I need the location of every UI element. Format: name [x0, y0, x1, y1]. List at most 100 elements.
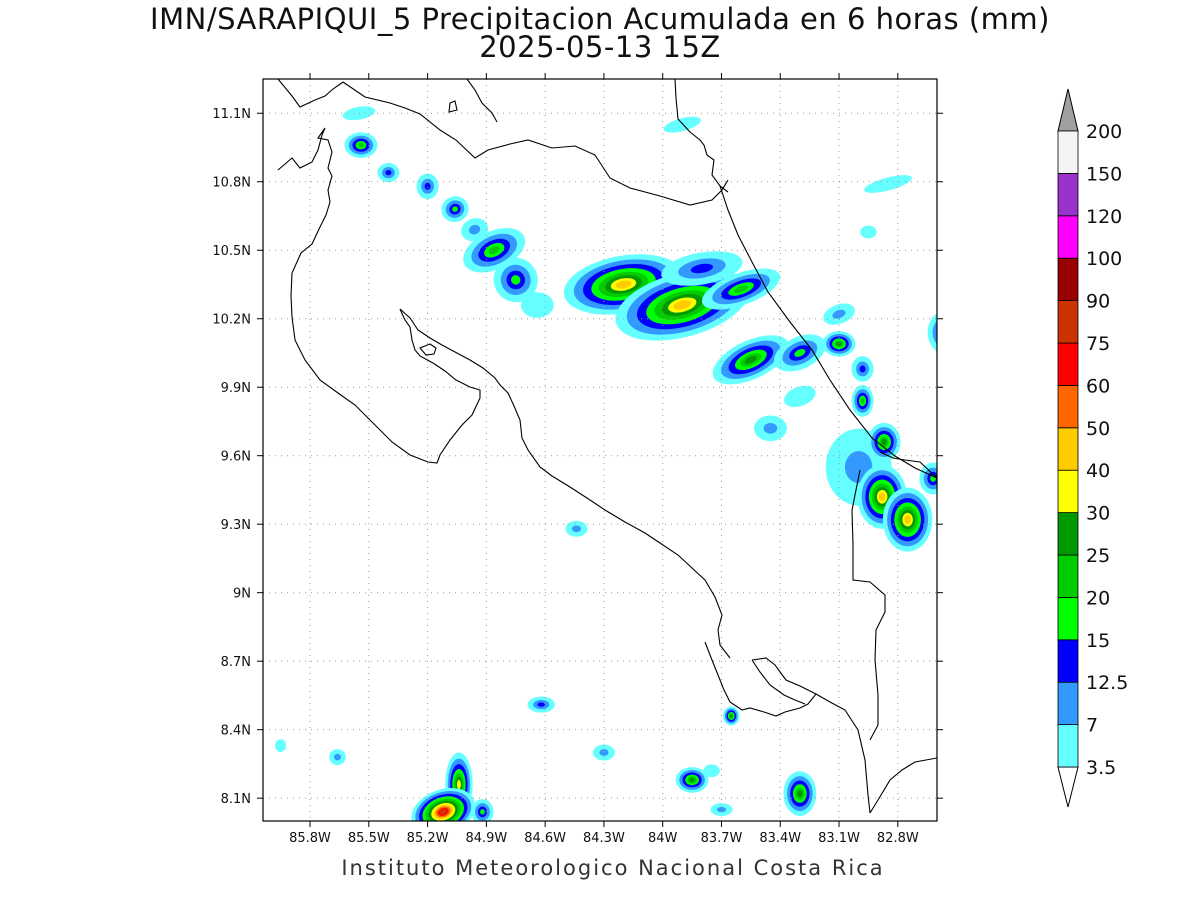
- rain-contour: [673, 300, 692, 310]
- rain-cell: [471, 799, 494, 821]
- axis-ticks: 85.8W 85.5W 85.2W 84.9W 84.6W 84.3W 84W 83.7W 83…: [212, 73, 943, 846]
- rain-cell: [774, 334, 826, 372]
- colorbar-label: 12.5: [1086, 672, 1128, 694]
- rain-contour: [794, 349, 806, 357]
- rain-cell: [565, 520, 588, 537]
- rain-cell: [860, 225, 877, 239]
- lon-tick-label: 85.5W: [348, 831, 390, 846]
- rain-cell: [864, 175, 912, 193]
- rain-cell: [867, 422, 901, 462]
- rain-contour: [941, 325, 954, 340]
- colorbar-swatch: [1057, 215, 1079, 259]
- rain-contour: [943, 328, 950, 336]
- rain-contour: [358, 142, 364, 148]
- rain-cell: [329, 749, 346, 766]
- colorbar-swatch: [1057, 681, 1079, 726]
- colorbar-swatch: [1057, 554, 1079, 598]
- lat-tick-label: 9.3N: [221, 518, 251, 533]
- rain-cell: [927, 313, 954, 352]
- nicaragua-pacific-coast: [277, 79, 344, 108]
- colorbar-label: 150: [1086, 163, 1122, 185]
- colorbar-swatch: [1057, 512, 1079, 556]
- rain-cell: [943, 474, 970, 506]
- rain-cell: [520, 292, 554, 318]
- rain-cell: [712, 335, 790, 385]
- lat-tick-label: 9N: [233, 587, 251, 602]
- rain-contour: [275, 739, 287, 753]
- rain-contour: [936, 331, 937, 334]
- map-background: [263, 79, 937, 821]
- rain-cell: [784, 385, 816, 407]
- colorbar-swatch: [1057, 639, 1079, 683]
- rain-cell: [416, 173, 439, 200]
- pacific-coast-central: [399, 308, 731, 659]
- rain-contour: [469, 224, 481, 235]
- colorbar-label: 30: [1086, 503, 1110, 525]
- rain-contour: [953, 486, 961, 495]
- rain-contour: [729, 714, 733, 718]
- rain-contour: [878, 492, 886, 502]
- osa-peninsula: [704, 641, 817, 717]
- rain-contour: [488, 246, 500, 255]
- rain-contour: [734, 285, 749, 293]
- lat-tick-label: 8.4N: [221, 724, 251, 739]
- rain-contour: [860, 225, 877, 239]
- colorbar-swatch: [1057, 130, 1079, 174]
- colorbar-swatch: [1057, 172, 1079, 217]
- rain-contour: [716, 806, 727, 813]
- colorbar-swatch: [1057, 597, 1079, 641]
- rain-contour: [797, 790, 803, 798]
- footer-credit: Instituto Meteorologico Nacional Costa R…: [341, 856, 885, 880]
- rain-contour: [881, 438, 887, 446]
- rain-contour: [689, 777, 695, 782]
- lat-tick-label: 10.2N: [212, 313, 251, 328]
- rain-contour: [520, 292, 554, 318]
- lon-tick-label: 83.4W: [759, 831, 801, 846]
- colorbar-label: 90: [1086, 291, 1110, 313]
- rain-cell: [441, 196, 469, 223]
- rain-cell: [754, 415, 787, 442]
- rain-contour: [571, 525, 582, 533]
- rain-cell: [783, 771, 817, 816]
- coastlines-and-borders: [277, 79, 937, 814]
- rain-cell: [710, 803, 733, 816]
- lat-tick-label: 11.1N: [212, 107, 251, 122]
- precipitation-layer: [275, 106, 970, 821]
- lat-tick-label: 9.6N: [221, 450, 251, 465]
- rain-cell: [663, 116, 701, 133]
- colorbar-label: 100: [1086, 248, 1122, 270]
- rain-cell: [493, 257, 538, 303]
- lon-tick-label: 85.8W: [289, 831, 331, 846]
- plot-frame: [262, 78, 938, 822]
- rain-contour: [784, 385, 816, 407]
- rain-cell: [675, 767, 709, 793]
- colorbar-under-triangle: [1057, 766, 1079, 808]
- colorbar-swatch: [1057, 724, 1079, 768]
- rain-cell: [592, 744, 615, 761]
- costa-rica-panama-border: [851, 469, 886, 741]
- lon-tick-label: 85.2W: [407, 831, 449, 846]
- panama-pacific-coast: [869, 757, 937, 814]
- rain-cell: [275, 739, 287, 753]
- lat-tick-label: 10.5N: [212, 244, 251, 259]
- panama-caribbean-coast: [879, 451, 937, 479]
- colorbar-swatch: [1057, 300, 1079, 344]
- colorbar-label: 20: [1086, 587, 1110, 609]
- rain-cell: [851, 356, 874, 382]
- lon-tick-label: 84.6W: [524, 831, 566, 846]
- rain-cell: [882, 487, 933, 552]
- colorbar-label: 60: [1086, 375, 1110, 397]
- gulf-of-nicoya-islands: [419, 343, 437, 356]
- rain-contour: [663, 116, 701, 133]
- lon-tick-label: 84.3W: [583, 831, 625, 846]
- colorbar-swatch: [1057, 257, 1079, 302]
- rain-contour: [859, 365, 866, 373]
- rain-cell: [661, 251, 743, 286]
- lat-tick-label: 8.1N: [221, 792, 251, 807]
- gridlines: [263, 79, 937, 821]
- rain-contour: [615, 280, 632, 289]
- lat-tick-label: 9.9N: [221, 381, 251, 396]
- colorbar-label: 120: [1086, 206, 1122, 228]
- rain-contour: [456, 779, 461, 790]
